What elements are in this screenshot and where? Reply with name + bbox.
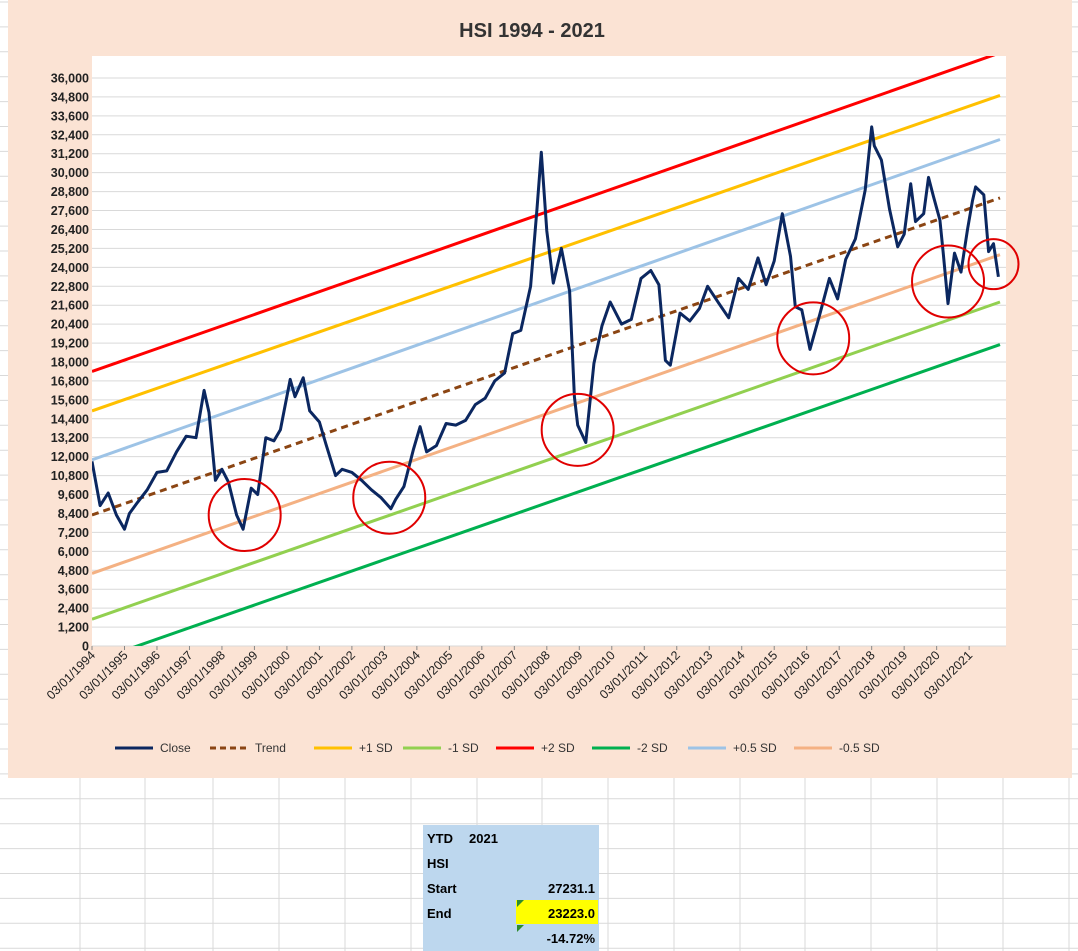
error-indicator-icon (517, 900, 524, 907)
y-tick-label: 3,600 (58, 583, 89, 597)
ytd-index[interactable]: HSI (427, 856, 449, 871)
y-tick-label: 2,400 (58, 602, 89, 616)
gridlines (92, 56, 1006, 647)
ytd-start-value[interactable]: 27231.1 (548, 881, 595, 896)
ytd-label[interactable]: YTD (427, 831, 453, 846)
y-tick-label: 30,000 (51, 166, 89, 180)
legend-label: +0.5 SD (733, 741, 777, 755)
x-axis-ticks: 03/01/199403/01/199503/01/199603/01/1997… (44, 646, 975, 702)
y-tick-label: 6,000 (58, 545, 89, 559)
y-tick-label: 22,800 (51, 280, 89, 294)
y-tick-label: 36,000 (51, 72, 89, 86)
y-tick-label: 26,400 (51, 223, 89, 237)
legend-label: -0.5 SD (839, 741, 880, 755)
y-tick-label: 25,200 (51, 242, 89, 256)
series-line--0-5-sd (92, 138, 1001, 462)
hsi-line-chart: HSI 1994 - 2021 36,000 34,800 33,600 32,400… (44, 20, 1020, 755)
y-tick-label: 7,200 (58, 526, 89, 540)
y-tick-label: 8,400 (58, 507, 89, 521)
series-line-close (92, 125, 1000, 531)
legend-label: +1 SD (359, 741, 393, 755)
y-tick-label: 15,600 (51, 393, 89, 407)
ytd-summary-table (423, 825, 599, 951)
y-tick-label: 13,200 (51, 431, 89, 445)
highlight-circle (776, 301, 851, 376)
highlight-circle (207, 478, 282, 553)
y-tick-label: 21,600 (51, 299, 89, 313)
y-tick-label: 24,000 (51, 261, 89, 275)
y-tick-label: 10,800 (51, 469, 89, 483)
series-layer (92, 56, 1001, 646)
ytd-end-label[interactable]: End (427, 906, 452, 921)
y-tick-label: 16,800 (51, 374, 89, 388)
chart-title: HSI 1994 - 2021 (459, 20, 605, 42)
y-tick-label: 9,600 (58, 488, 89, 502)
y-tick-label: 27,600 (51, 204, 89, 218)
y-tick-label: 18,000 (51, 356, 89, 370)
chart-area[interactable]: HSI 1994 - 2021 36,000 34,800 33,600 32,400… (8, 0, 1072, 778)
end-value-highlight (516, 900, 598, 924)
highlight-circle (352, 460, 427, 535)
legend-label: Close (160, 741, 191, 755)
y-tick-label: 32,400 (51, 128, 89, 142)
legend-label: -2 SD (637, 741, 668, 755)
error-indicator-icon (517, 925, 524, 932)
y-tick-label: 33,600 (51, 109, 89, 123)
ytd-start-label[interactable]: Start (427, 881, 457, 896)
plot-area (92, 56, 1006, 646)
y-tick-label: 0 (82, 640, 89, 654)
y-tick-label: 1,200 (58, 621, 89, 635)
y-tick-label: 28,800 (51, 185, 89, 199)
ytd-change[interactable]: -14.72% (546, 931, 595, 946)
legend-label: Trend (255, 741, 286, 755)
ytd-end-value[interactable]: 23223.0 (548, 906, 595, 921)
y-tick-label: 31,200 (51, 147, 89, 161)
legend: Close Trend +1 SD -1 SD +2 SD -2 SD +0.5 SD -0.… (115, 741, 880, 755)
y-tick-label: 34,800 (51, 90, 89, 104)
y-tick-label: 4,800 (58, 564, 89, 578)
highlight-circle (967, 238, 1020, 291)
series-line--1-sd (92, 300, 1001, 621)
series-line-trend (92, 196, 1001, 517)
highlight-circle (540, 392, 615, 467)
highlight-circle (911, 244, 986, 319)
annotation-layer (207, 238, 1020, 553)
y-tick-label: 14,400 (51, 412, 89, 426)
y-tick-label: 12,000 (51, 450, 89, 464)
y-axis-ticks: 36,000 34,800 33,600 32,400 31,200 30,000 28,8… (51, 72, 89, 654)
y-tick-label: 20,400 (51, 318, 89, 332)
series-line--1-sd (92, 93, 1001, 413)
series-line--2-sd (132, 343, 1001, 646)
ytd-year[interactable]: 2021 (469, 831, 498, 846)
y-tick-label: 19,200 (51, 337, 89, 351)
legend-label: +2 SD (541, 741, 575, 755)
legend-label: -1 SD (448, 741, 479, 755)
